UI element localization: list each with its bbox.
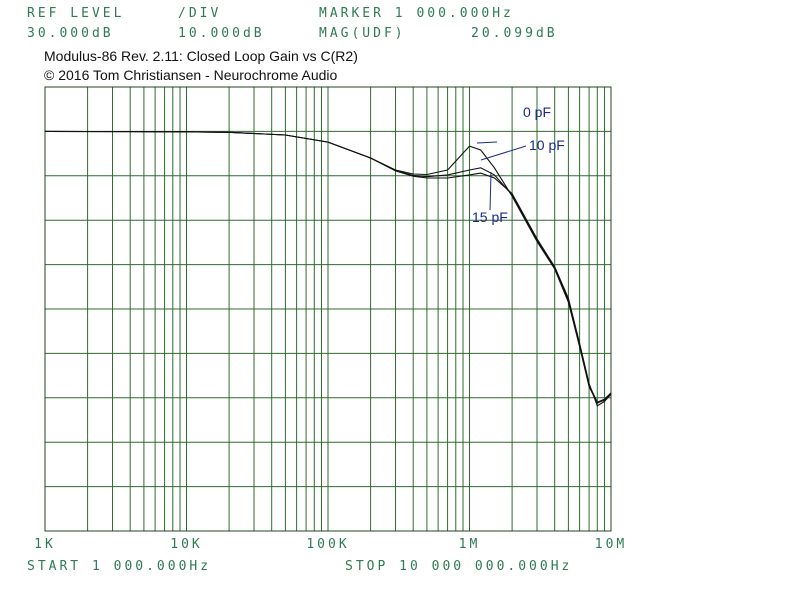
mag-label: MAG(UDF) <box>319 26 406 41</box>
ref-label: REF LEVEL <box>27 6 124 21</box>
mag-value: 20.099dB <box>471 26 558 41</box>
x-tick-label: 100K <box>306 537 349 552</box>
leader-line <box>480 145 527 161</box>
x-tick-label: 1K <box>34 537 56 552</box>
series-label: 0 pF <box>523 104 551 120</box>
ref-value: 30.000dB <box>27 26 114 41</box>
div-value: 10.000dB <box>178 26 265 41</box>
x-tick-label: 10M <box>595 537 627 552</box>
series-label: 15 pF <box>472 209 508 225</box>
x-tick-label: 10K <box>170 537 202 552</box>
x-tick-label: 1M <box>459 537 481 552</box>
leader-line <box>489 171 492 211</box>
marker-label: MARKER 1 000.000Hz <box>319 6 514 21</box>
start-freq: START 1 000.000Hz <box>27 559 211 574</box>
chart-subtitle: © 2016 Tom Christiansen - Neurochrome Au… <box>44 67 338 83</box>
series-label: 10 pF <box>529 137 565 153</box>
chart-title: Modulus-86 Rev. 2.11: Closed Loop Gain v… <box>44 48 358 64</box>
div-label: /DIV <box>178 6 221 21</box>
series-line <box>44 130 612 407</box>
plot-frame <box>44 86 612 532</box>
leader-line <box>476 141 498 144</box>
stop-freq: STOP 10 000 000.000Hz <box>345 559 572 574</box>
